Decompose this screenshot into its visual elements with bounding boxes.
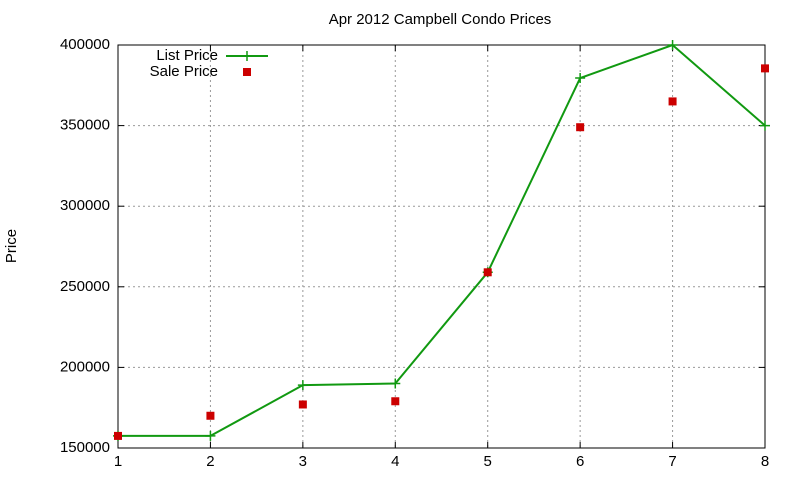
chart-title: Apr 2012 Campbell Condo Prices <box>329 11 552 28</box>
y-tick-label: 200000 <box>60 358 110 375</box>
point <box>667 40 678 50</box>
x-tick-label: 5 <box>484 453 492 470</box>
legend-marker <box>242 51 252 61</box>
point <box>297 380 308 391</box>
point <box>483 268 492 277</box>
point <box>761 64 769 73</box>
point <box>391 397 400 406</box>
y-tick-label: 300000 <box>60 197 110 214</box>
legend-label: Sale Price <box>150 63 218 80</box>
x-tick-label: 7 <box>668 453 676 470</box>
point <box>298 400 307 409</box>
x-tick-label: 8 <box>761 453 769 470</box>
x-tick-label: 1 <box>114 453 122 470</box>
point <box>575 73 586 84</box>
x-tick-label: 3 <box>299 453 307 470</box>
plot-frame <box>117 44 766 449</box>
x-tick-label: 2 <box>206 453 214 470</box>
y-tick-label: 150000 <box>60 439 110 456</box>
point <box>668 97 677 106</box>
point <box>206 411 215 420</box>
point <box>205 430 216 441</box>
point <box>390 378 401 389</box>
y-tick-label: 400000 <box>60 36 110 53</box>
y-axis-label: Price <box>3 229 20 263</box>
point <box>760 120 770 131</box>
point <box>576 123 585 132</box>
series-line <box>118 43 766 437</box>
legend-marker <box>243 68 251 76</box>
point <box>114 431 122 440</box>
legend-label: List Price <box>156 47 218 64</box>
y-tick-label: 250000 <box>60 278 110 295</box>
x-tick-label: 6 <box>576 453 584 470</box>
x-tick-label: 4 <box>391 453 399 470</box>
y-tick-label: 350000 <box>60 117 110 134</box>
